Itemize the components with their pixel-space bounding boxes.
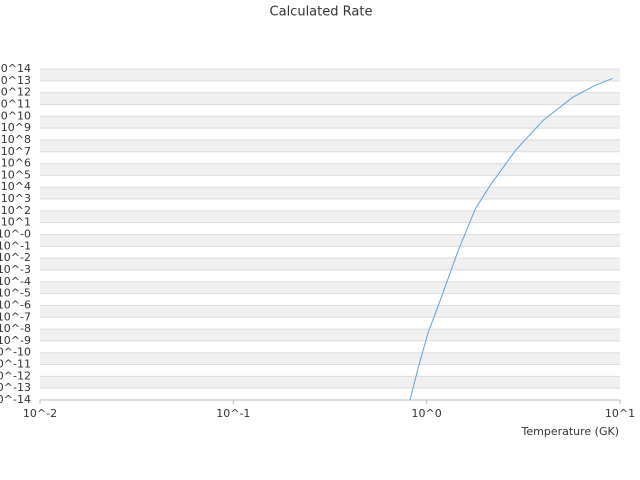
y-tick-label: 10^-9 bbox=[0, 334, 31, 347]
grid-band bbox=[40, 329, 620, 341]
y-tick-label: 10^6 bbox=[1, 157, 31, 170]
y-tick-label: 10^14 bbox=[0, 62, 31, 75]
y-tick-label: 10^8 bbox=[1, 133, 31, 146]
grid-band bbox=[40, 281, 620, 294]
y-tick-label: 10^-8 bbox=[0, 322, 31, 335]
y-tick-label: 10^-1 bbox=[0, 239, 31, 252]
grid-band bbox=[40, 139, 620, 152]
grid-band bbox=[40, 187, 620, 200]
y-tick-label: 10^3 bbox=[1, 192, 31, 205]
y-tick-label: 10^1 bbox=[1, 216, 31, 229]
y-tick-label: 10^-4 bbox=[0, 275, 31, 288]
y-tick-label: 10^-14 bbox=[0, 393, 31, 406]
y-tick-label: 10^12 bbox=[0, 86, 31, 99]
grid-band bbox=[40, 305, 620, 318]
y-tick-label: 10^-7 bbox=[0, 310, 31, 323]
x-axis-label: Temperature (GK) bbox=[521, 425, 620, 438]
chart-title: Calculated Rate bbox=[270, 5, 373, 20]
grid-band bbox=[40, 234, 620, 247]
y-tick-label: 10^13 bbox=[0, 74, 31, 87]
grid-band bbox=[40, 116, 620, 129]
x-tick-label: 10^-1 bbox=[216, 407, 250, 420]
y-tick-label: 10^-11 bbox=[0, 358, 31, 371]
series-line bbox=[409, 77, 613, 401]
y-tick-label: 10^7 bbox=[1, 145, 31, 158]
y-tick-label: 10^-5 bbox=[0, 287, 31, 300]
y-tick-label: 10^2 bbox=[1, 204, 31, 217]
x-tick-label: 10^-2 bbox=[23, 407, 57, 420]
y-tick-label: 10^-12 bbox=[0, 369, 31, 382]
y-tick-label: 10^9 bbox=[1, 121, 31, 134]
y-tick-label: 10^11 bbox=[0, 97, 31, 110]
grid-band bbox=[40, 163, 620, 176]
grid-band bbox=[40, 69, 620, 81]
grid-band bbox=[40, 258, 620, 270]
y-tick-label: 10^-2 bbox=[0, 251, 31, 264]
grid-band bbox=[40, 352, 620, 365]
grid-band bbox=[40, 376, 620, 389]
x-tick-label: 10^1 bbox=[605, 407, 635, 420]
y-tick-label: 10^-3 bbox=[0, 263, 31, 276]
y-tick-label: 10^-0 bbox=[0, 228, 31, 241]
y-tick-label: 10^-6 bbox=[0, 298, 31, 311]
y-tick-label: 10^4 bbox=[1, 180, 31, 193]
y-tick-label: 10^5 bbox=[1, 168, 31, 181]
grid-band bbox=[40, 92, 620, 105]
x-tick-label: 10^0 bbox=[412, 407, 442, 420]
y-tick-label: 10^-13 bbox=[0, 381, 31, 394]
grid-band bbox=[40, 210, 620, 223]
y-tick-label: 10^10 bbox=[0, 109, 31, 122]
y-tick-label: 10^-10 bbox=[0, 346, 31, 359]
